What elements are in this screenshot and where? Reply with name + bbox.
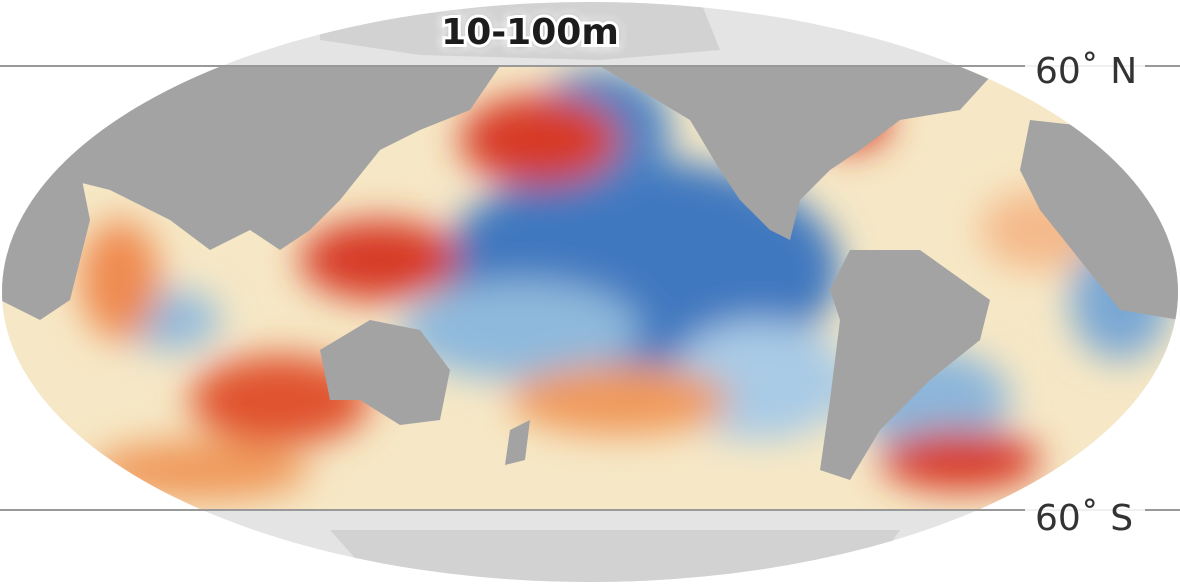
ocean-anomaly [2,66,1178,510]
latitude-label: 60˚ S [1035,498,1133,539]
map-title: 10-100m [441,12,619,53]
latitude-label: 60˚ N [1035,51,1137,92]
